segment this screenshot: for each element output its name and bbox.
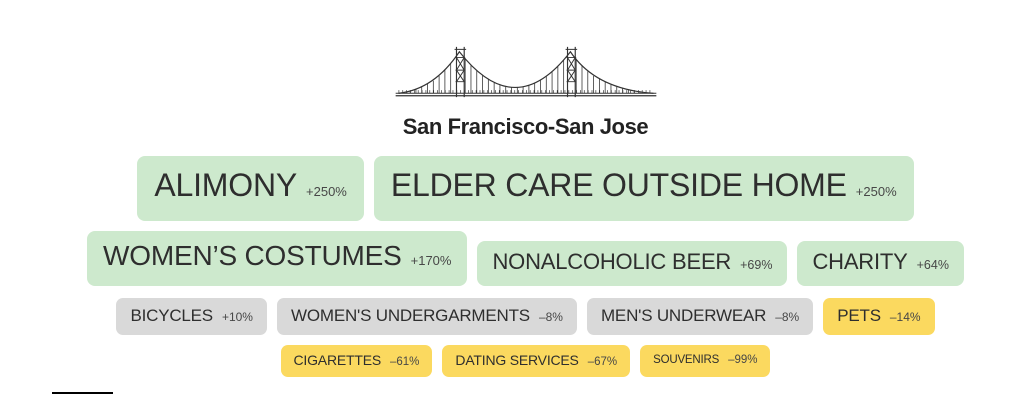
- golden-gate-bridge-icon: [395, 46, 656, 98]
- category-change: +69%: [740, 258, 773, 272]
- category-label: NONALCOHOLIC BEER: [492, 249, 732, 274]
- category-box-cigarettes: CIGARETTES –61%: [280, 345, 433, 377]
- content-column: San Francisco-San Jose ALIMONY +250% ELD…: [9, 45, 1033, 377]
- category-change: –61%: [389, 356, 420, 368]
- category-box-souvenirs: SOUVENIRS –99%: [640, 345, 771, 377]
- category-change: +10%: [221, 310, 253, 324]
- category-label: ALIMONY: [154, 167, 298, 203]
- category-label: WOMEN’S COSTUMES: [103, 240, 402, 271]
- category-box-bicycles: BICYCLES +10%: [116, 298, 267, 335]
- category-label: MEN'S UNDERWEAR: [600, 306, 767, 325]
- footer-rule: [52, 392, 113, 394]
- category-box-mens-underwear: MEN'S UNDERWEAR –8%: [586, 298, 814, 335]
- category-label: CHARITY: [812, 249, 908, 274]
- category-label: SOUVENIRS: [653, 354, 720, 366]
- row-1: ALIMONY +250% ELDER CARE OUTSIDE HOME +2…: [9, 156, 1033, 221]
- row-2: WOMEN’S COSTUMES +170% NONALCOHOLIC BEER…: [9, 231, 1033, 286]
- category-change: +170%: [410, 253, 452, 268]
- row-4: CIGARETTES –61% DATING SERVICES –67% SOU…: [9, 345, 1033, 377]
- category-label: DATING SERVICES: [455, 352, 579, 368]
- category-box-pets: PETS –14%: [823, 298, 935, 335]
- category-box-elder-care: ELDER CARE OUTSIDE HOME +250%: [373, 156, 914, 221]
- category-box-womens-undergarments: WOMEN'S UNDERGARMENTS –8%: [276, 298, 577, 335]
- category-box-alimony: ALIMONY +250%: [137, 156, 364, 221]
- category-change: –14%: [889, 310, 921, 324]
- category-box-womens-costumes: WOMEN’S COSTUMES +170%: [87, 231, 468, 286]
- row-3: BICYCLES +10% WOMEN'S UNDERGARMENTS –8% …: [9, 298, 1033, 335]
- category-change: +250%: [855, 184, 897, 199]
- category-label: WOMEN'S UNDERGARMENTS: [290, 306, 530, 325]
- category-label: PETS: [837, 306, 881, 325]
- page-title: San Francisco-San Jose: [402, 114, 649, 139]
- category-rows: ALIMONY +250% ELDER CARE OUTSIDE HOME +2…: [9, 156, 1033, 377]
- category-box-nonalcoholic-beer: NONALCOHOLIC BEER +69%: [477, 241, 788, 286]
- category-change: –8%: [538, 310, 563, 324]
- category-change: +250%: [306, 184, 347, 199]
- category-label: BICYCLES: [130, 306, 213, 325]
- category-box-charity: CHARITY +64%: [797, 241, 964, 286]
- category-change: –67%: [587, 356, 618, 368]
- category-change: +64%: [916, 258, 949, 272]
- category-change: –8%: [775, 310, 800, 324]
- category-label: CIGARETTES: [293, 352, 382, 368]
- category-box-dating-services: DATING SERVICES –67%: [442, 345, 631, 377]
- category-label: ELDER CARE OUTSIDE HOME: [390, 167, 847, 203]
- category-change: –99%: [728, 354, 758, 366]
